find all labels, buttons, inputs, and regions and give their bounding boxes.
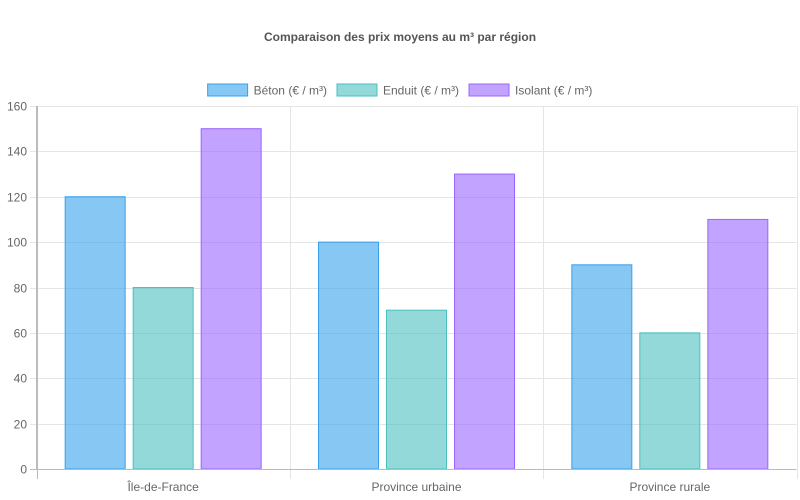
legend-swatch [336, 83, 378, 97]
y-tick-label: 140 [7, 145, 27, 159]
x-tick-label: Île-de-France [126, 479, 199, 494]
legend: Béton (€ / m³) Enduit (€ / m³) Isolant (€ … [207, 83, 592, 98]
legend-swatch [468, 83, 510, 97]
bar [200, 128, 262, 470]
bar [707, 218, 769, 470]
y-tick-label: 20 [14, 418, 28, 432]
bar [386, 309, 447, 470]
y-tick-label: 120 [7, 191, 27, 205]
legend-label: Béton (€ / m³) [254, 84, 327, 98]
x-tick-label: Province rurale [629, 480, 710, 494]
y-tick-label: 100 [7, 236, 27, 250]
bar [571, 264, 633, 470]
bars [64, 128, 769, 470]
chart-title: Comparaison des prix moyens au m³ par ré… [264, 30, 536, 44]
x-tick-label: Province urbaine [371, 480, 461, 494]
bar [132, 287, 194, 470]
x-axis-ticks: Île-de-France Province urbaine Province ru… [126, 479, 710, 494]
y-axis-ticks: 0 20 40 60 80 100 120 140 160 [7, 100, 27, 477]
y-tick-label: 160 [7, 100, 27, 114]
legend-label: Enduit (€ / m³) [383, 84, 459, 98]
y-tick-label: 0 [20, 463, 27, 477]
bar [454, 173, 515, 470]
legend-label: Isolant (€ / m³) [515, 84, 592, 98]
bar [64, 196, 126, 470]
axes [36, 106, 797, 470]
y-tick-label: 40 [14, 372, 28, 386]
bar [318, 241, 379, 470]
legend-swatch [207, 83, 249, 97]
y-tick-label: 80 [14, 282, 28, 296]
bar [639, 332, 701, 470]
y-tick-label: 60 [14, 327, 28, 341]
